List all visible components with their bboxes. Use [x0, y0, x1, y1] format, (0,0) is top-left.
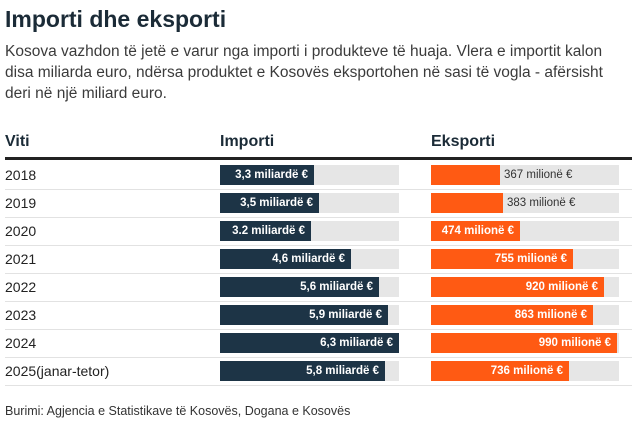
chart-subtitle: Kosova vazhdon të jetë e varur nga impor…: [5, 43, 603, 102]
export-bar: [431, 361, 569, 381]
year-label: 2022: [5, 279, 37, 295]
export-bar: [431, 221, 520, 241]
export-value-label: 990 milionë €: [538, 337, 611, 349]
import-bar: [220, 165, 314, 185]
row-separator: [5, 217, 632, 218]
year-label: 2018: [5, 167, 37, 183]
row-separator: [5, 189, 632, 190]
export-bar: [431, 193, 503, 213]
row-separator: [5, 273, 632, 274]
year-label: 2023: [5, 307, 37, 323]
export-value-label: 863 milionë €: [514, 309, 587, 321]
import-bar: [220, 249, 351, 269]
import-bar: [220, 361, 385, 381]
year-label: 2019: [5, 195, 37, 211]
row-separator: [5, 357, 632, 358]
header-export: Eksporti: [431, 133, 496, 150]
export-bar: [431, 249, 573, 269]
source-note: Burimi: Agjencia e Statistikave të Kosov…: [5, 404, 351, 418]
year-label: 2020: [5, 223, 37, 239]
header-rule: [5, 157, 632, 160]
export-bar: [431, 305, 593, 325]
import-value-label: 4,6 miliardë €: [272, 253, 345, 265]
import-value-label: 3,3 miliardë €: [235, 169, 308, 181]
export-bar: [431, 165, 500, 185]
import-bar: [220, 277, 379, 297]
export-value-label: 474 milionë €: [441, 225, 514, 237]
export-value-label: 736 milionë €: [490, 365, 563, 377]
chart-title: Importi dhe eksporti: [5, 6, 227, 32]
row-separator: [5, 301, 632, 302]
import-value-label: 6,3 miliardë €: [320, 337, 393, 349]
import-value-label: 5,8 miliardë €: [306, 365, 379, 377]
row-separator: [5, 329, 632, 330]
header-year: Viti: [5, 133, 30, 150]
header-import: Importi: [220, 133, 275, 150]
year-label: 2024: [5, 335, 37, 351]
export-value-label: 367 milionë €: [504, 169, 573, 181]
import-value-label: 5,9 miliardë €: [309, 309, 382, 321]
row-separator: [5, 245, 632, 246]
import-value-label: 3,5 miliardë €: [240, 197, 313, 209]
export-bar: [431, 333, 617, 353]
year-label: 2025(janar-tetor): [5, 363, 110, 379]
import-bar: [220, 193, 319, 213]
import-bar: [220, 305, 388, 325]
year-label: 2021: [5, 251, 37, 267]
import-bar: [220, 221, 311, 241]
export-bar: [431, 277, 604, 297]
export-value-label: 755 milionë €: [494, 253, 567, 265]
import-bar: [220, 333, 399, 353]
export-value-label: 383 milionë €: [507, 197, 576, 209]
export-value-label: 920 milionë €: [525, 281, 598, 293]
import-value-label: 5,6 miliardë €: [300, 281, 373, 293]
import-value-label: 3.2 miliardë €: [232, 225, 305, 237]
row-separator: [5, 385, 632, 386]
